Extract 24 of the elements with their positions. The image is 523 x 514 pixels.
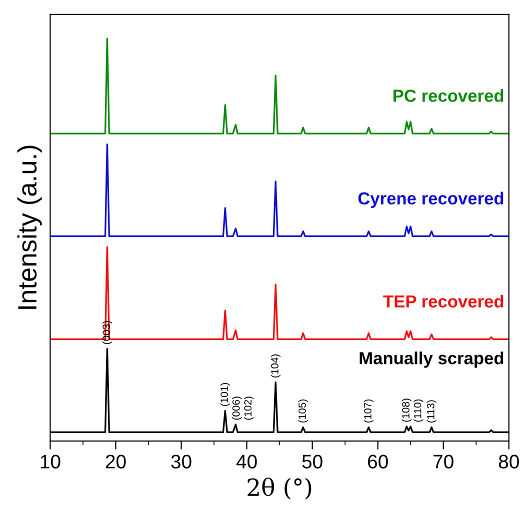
annotation: (113) xyxy=(426,400,436,423)
x-tick-label: 60 xyxy=(368,454,388,468)
x-tick-label: 10 xyxy=(40,454,60,468)
series-label: Cyrene recovered xyxy=(358,192,504,208)
annotation: (102) xyxy=(244,396,254,420)
y-axis-title: Intensity (a.u.) xyxy=(17,146,42,309)
x-tick-label: 20 xyxy=(106,454,126,468)
annotation: (006) xyxy=(232,396,242,420)
text: Manually scraped xyxy=(360,352,504,368)
x-tick-label: 80 xyxy=(498,454,519,468)
annotation: (104) xyxy=(270,354,280,378)
annotation: (110) xyxy=(414,399,424,422)
annotation: (108) xyxy=(402,398,412,422)
x-tick-label: 50 xyxy=(302,454,322,468)
x-tick-label: 30 xyxy=(171,454,192,468)
x-tick-label: 70 xyxy=(434,454,454,468)
annotation: (105) xyxy=(298,399,308,423)
series-label: PC recovered xyxy=(394,89,504,102)
x-tick-label: 40 xyxy=(236,454,257,468)
x-axis-title: 2θ (°) xyxy=(248,478,312,500)
annotation: (003) xyxy=(102,321,112,344)
annotation: (101) xyxy=(220,382,230,406)
series-label: TEP recovered xyxy=(383,294,504,308)
annotation: (107) xyxy=(364,399,374,423)
